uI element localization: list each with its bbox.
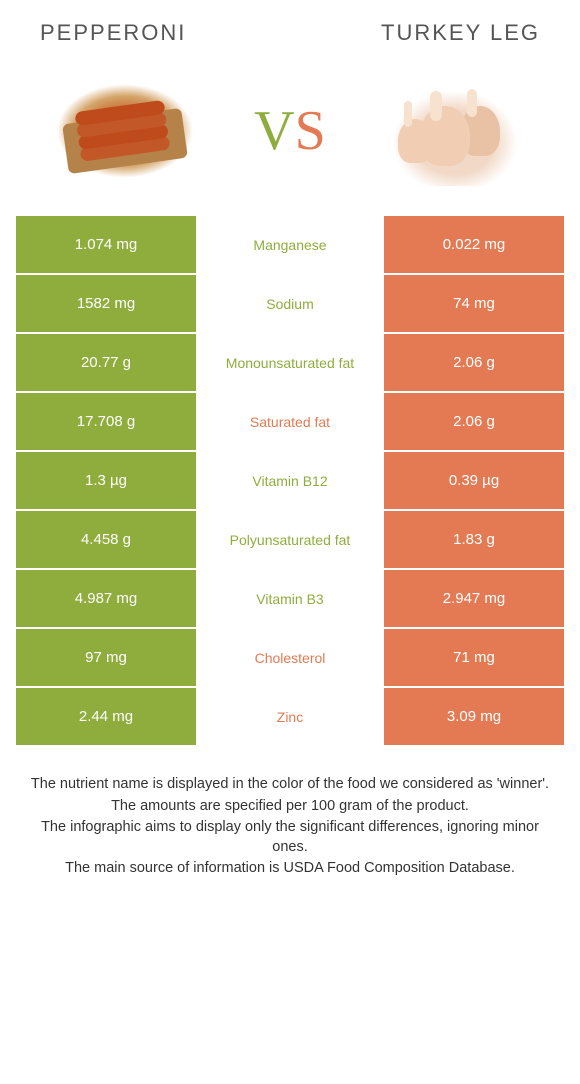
table-row: 97 mgCholesterol71 mg (16, 629, 564, 686)
right-value: 2.06 g (384, 393, 564, 450)
footer-line: The infographic aims to display only the… (24, 818, 556, 857)
left-value: 17.708 g (16, 393, 196, 450)
header: PEPPERONI TURKEY LEG (0, 0, 580, 56)
right-value: 1.83 g (384, 511, 564, 568)
pepperoni-image (45, 76, 205, 186)
right-value: 2.947 mg (384, 570, 564, 627)
table-row: 1.3 µgVitamin B120.39 µg (16, 452, 564, 509)
nutrient-label: Vitamin B12 (196, 452, 384, 509)
right-value: 74 mg (384, 275, 564, 332)
footer-notes: The nutrient name is displayed in the co… (0, 747, 580, 879)
nutrient-label: Monounsaturated fat (196, 334, 384, 391)
left-value: 2.44 mg (16, 688, 196, 745)
nutrient-label: Manganese (196, 216, 384, 273)
turkey-image (375, 76, 535, 186)
nutrient-label: Vitamin B3 (196, 570, 384, 627)
nutrient-label: Polyunsaturated fat (196, 511, 384, 568)
nutrient-label: Cholesterol (196, 629, 384, 686)
right-title: TURKEY LEG (381, 20, 540, 46)
vs-label: VS (254, 99, 326, 163)
right-value: 0.022 mg (384, 216, 564, 273)
footer-line: The nutrient name is displayed in the co… (24, 775, 556, 795)
table-row: 2.44 mgZinc3.09 mg (16, 688, 564, 745)
table-row: 17.708 gSaturated fat2.06 g (16, 393, 564, 450)
table-row: 1.074 mgManganese0.022 mg (16, 216, 564, 273)
right-value: 71 mg (384, 629, 564, 686)
vs-s: S (295, 100, 326, 162)
left-value: 4.987 mg (16, 570, 196, 627)
left-value: 1.074 mg (16, 216, 196, 273)
left-value: 4.458 g (16, 511, 196, 568)
table-row: 4.458 gPolyunsaturated fat1.83 g (16, 511, 564, 568)
vs-row: VS (0, 56, 580, 216)
table-row: 20.77 gMonounsaturated fat2.06 g (16, 334, 564, 391)
left-value: 20.77 g (16, 334, 196, 391)
nutrient-label: Sodium (196, 275, 384, 332)
table-row: 4.987 mgVitamin B32.947 mg (16, 570, 564, 627)
left-value: 1582 mg (16, 275, 196, 332)
nutrient-label: Zinc (196, 688, 384, 745)
left-value: 97 mg (16, 629, 196, 686)
nutrient-table: 1.074 mgManganese0.022 mg1582 mgSodium74… (16, 216, 564, 745)
footer-line: The amounts are specified per 100 gram o… (24, 797, 556, 817)
right-value: 2.06 g (384, 334, 564, 391)
vs-v: V (254, 100, 294, 162)
left-value: 1.3 µg (16, 452, 196, 509)
right-value: 0.39 µg (384, 452, 564, 509)
left-title: PEPPERONI (40, 20, 186, 46)
nutrient-label: Saturated fat (196, 393, 384, 450)
footer-line: The main source of information is USDA F… (24, 859, 556, 879)
right-value: 3.09 mg (384, 688, 564, 745)
table-row: 1582 mgSodium74 mg (16, 275, 564, 332)
